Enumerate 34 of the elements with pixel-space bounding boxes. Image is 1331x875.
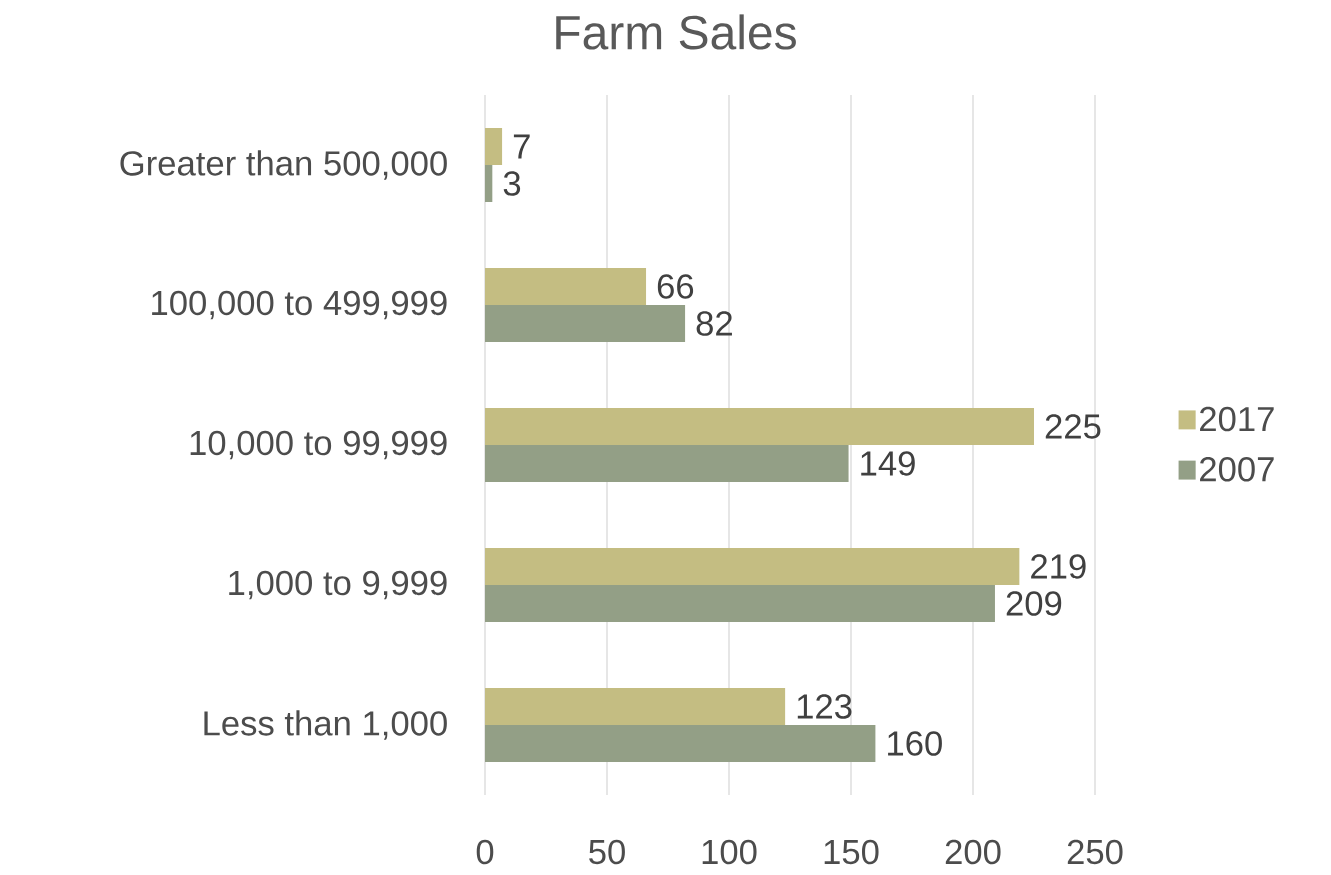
x-tick-label: 100 <box>702 839 757 865</box>
data-label: 209 <box>1006 591 1062 616</box>
data-label: 123 <box>797 694 852 719</box>
data-label: 149 <box>861 451 915 476</box>
y-tick-label: 1,000 to 9,999 <box>229 570 447 600</box>
chart-title: Farm Sales <box>556 14 796 50</box>
data-label: 82 <box>696 311 732 336</box>
x-tick-label: 150 <box>824 839 879 865</box>
bar <box>485 165 493 203</box>
x-tick-label: 0 <box>476 839 494 865</box>
bar <box>485 305 686 343</box>
legend-label: 2017 <box>1200 406 1274 432</box>
data-label: 160 <box>888 731 942 756</box>
bar <box>485 445 849 483</box>
bar <box>485 725 876 763</box>
data-label: 7 <box>513 134 530 159</box>
x-tick-label: 50 <box>589 839 625 865</box>
y-tick-label: 10,000 to 99,999 <box>190 430 447 460</box>
bar <box>485 408 1034 445</box>
bar <box>485 127 503 165</box>
x-tick-label: 200 <box>945 839 1001 865</box>
x-tick-label: 250 <box>1067 839 1123 865</box>
data-label: 219 <box>1031 554 1086 579</box>
data-label: 225 <box>1045 414 1101 439</box>
bar <box>485 585 995 623</box>
legend-label: 2007 <box>1200 456 1274 482</box>
data-label: 3 <box>503 171 521 196</box>
bar <box>485 688 786 725</box>
bar <box>485 547 1020 585</box>
y-tick-label: 100,000 to 499,999 <box>152 290 447 320</box>
y-tick-label: Less than 1,000 <box>204 710 447 740</box>
bar <box>485 268 647 305</box>
y-tick-label: Greater than 500,000 <box>120 150 447 180</box>
data-label: 66 <box>657 274 694 299</box>
